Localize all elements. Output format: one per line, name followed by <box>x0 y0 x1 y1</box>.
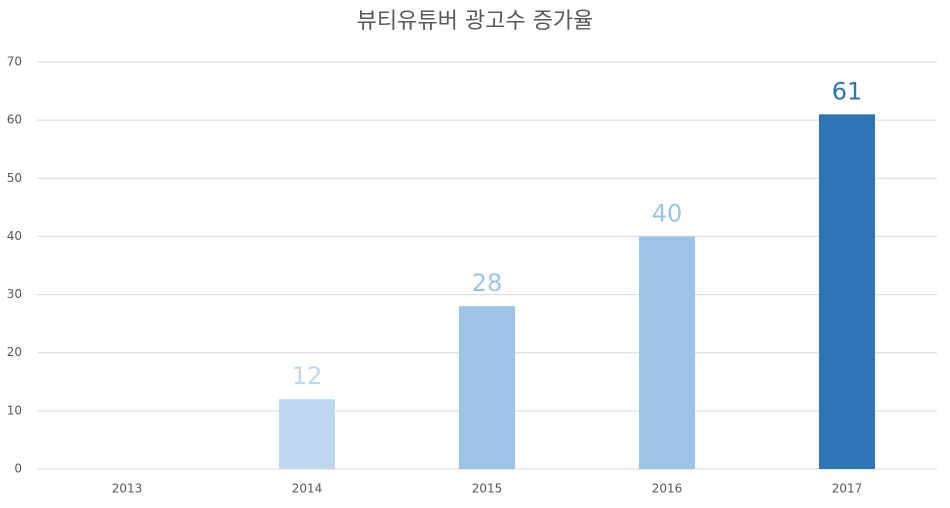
x-tick-label: 2015 <box>472 482 503 496</box>
y-tick-label: 60 <box>7 113 22 127</box>
data-label: 40 <box>652 199 683 227</box>
y-tick-label: 40 <box>7 229 22 243</box>
y-tick-label: 30 <box>7 287 22 301</box>
y-tick-label: 10 <box>7 403 22 417</box>
bar <box>279 399 335 469</box>
x-tick-label: 2017 <box>832 482 863 496</box>
y-tick-label: 20 <box>7 345 22 359</box>
y-tick-label: 70 <box>7 55 22 69</box>
bar <box>639 236 695 469</box>
x-tick-label: 2013 <box>112 482 143 496</box>
bar <box>459 306 515 469</box>
chart-title: 뷰티유튜버 광고수 증가율 <box>357 9 594 34</box>
bar <box>819 114 875 469</box>
y-tick-label: 0 <box>14 462 22 476</box>
y-tick-label: 50 <box>7 171 22 185</box>
x-tick-label: 2016 <box>652 482 683 496</box>
data-label: 28 <box>472 269 503 297</box>
x-tick-label: 2014 <box>292 482 323 496</box>
data-label: 61 <box>832 77 863 105</box>
data-label: 12 <box>292 362 323 390</box>
